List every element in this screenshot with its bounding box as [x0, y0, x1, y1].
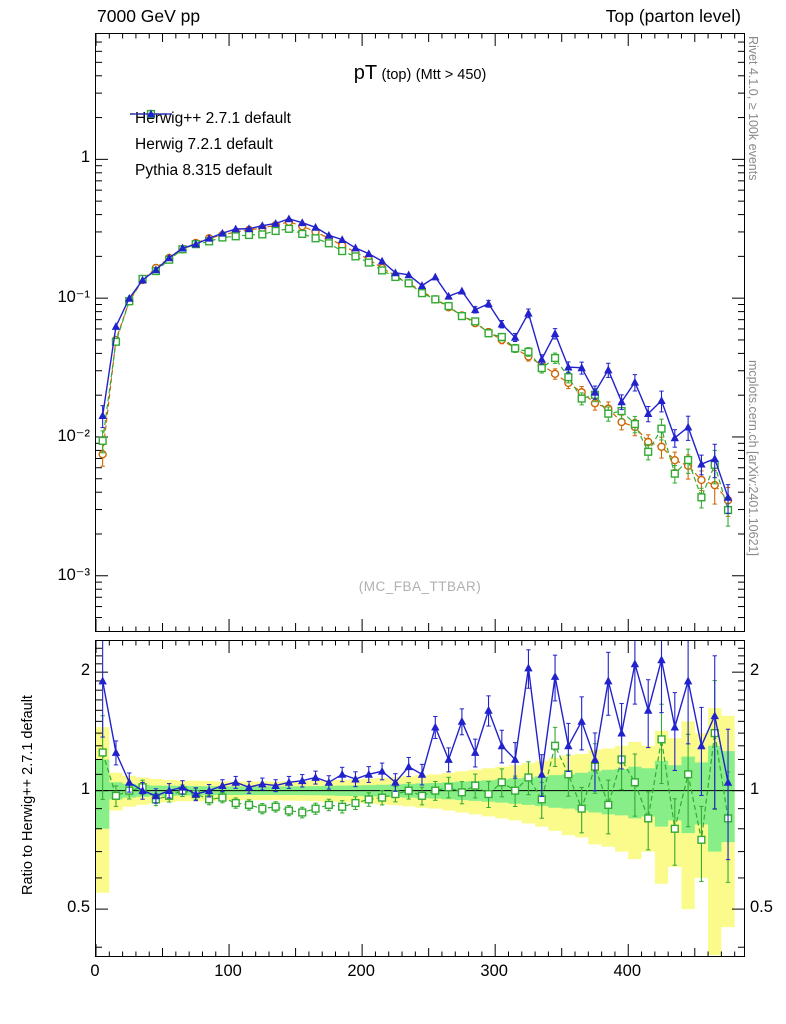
legend-label: Pythia 8.315 default: [135, 162, 273, 179]
legend-label: Herwig 7.2.1 default: [135, 136, 273, 153]
uncertainty-band-outer: [96, 708, 735, 956]
ratio-plot-canvas: [96, 641, 744, 956]
ratio-y-tick-label-left: 1: [80, 779, 90, 798]
ratio-y-tick-label-right: 0.5: [750, 898, 773, 917]
process-label: Top (parton level): [605, 6, 741, 26]
main-plot-panel: pT (top) (Mtt > 450) Herwig++ 2.7.1 defa…: [95, 33, 745, 632]
plot-title: pT (top) (Mtt > 450): [96, 62, 744, 85]
legend-item-3: Pythia 8.315 default: [128, 109, 291, 184]
ratio-y-tick-label-left: 0.5: [67, 898, 90, 917]
legend-marker-icon: [130, 109, 172, 118]
ratio-y-tick-label-left: 2: [80, 661, 90, 680]
main-y-tick-label: 1: [80, 148, 90, 167]
main-y-tick-label: 10⁻¹: [57, 288, 90, 307]
analysis-watermark: (MC_FBA_TTBAR): [358, 579, 482, 594]
mcplots-arxiv-note: mcplots.cern.ch [arXiv:2401.10621]: [746, 360, 760, 556]
x-tick-label: 400: [613, 962, 641, 980]
pythia-curve: [98, 214, 733, 514]
main-y-tick-label: 10⁻³: [57, 565, 90, 584]
ratio-y-axis-title: Ratio to Herwig++ 2.7.1 default: [20, 695, 36, 895]
herwigpp-curve: [98, 217, 733, 517]
main-plot-canvas: [96, 34, 744, 631]
uncertainty-band-inner: [96, 745, 735, 852]
x-tick-label: 300: [480, 962, 508, 980]
x-tick-label: 0: [90, 962, 100, 980]
observable-label: pT: [353, 62, 378, 84]
main-y-tick-label: 10⁻²: [57, 426, 90, 445]
ratio-y-tick-label-right: 2: [750, 661, 760, 680]
x-tick-label: 200: [347, 962, 375, 980]
pythia-ratio-curve: [98, 641, 733, 861]
herwig7-curve: [98, 224, 733, 527]
ratio-y-tick-label-right: 1: [750, 779, 760, 798]
x-tick-label: 100: [214, 962, 242, 980]
observable-paren: (top): [381, 67, 412, 83]
ratio-plot-panel: [95, 640, 745, 957]
beam-energy-label: 7000 GeV pp: [97, 6, 201, 26]
legend: Herwig++ 2.7.1 default Herwig 7.2.1 defau…: [128, 106, 291, 184]
legend-label: Herwig++ 2.7.1 default: [135, 110, 291, 127]
legend-item-2: Herwig 7.2.1 default: [128, 109, 291, 158]
cut-label: (Mtt > 450): [415, 67, 487, 83]
rivet-version-note: Rivet 4.1.0, ≥ 100k events: [746, 36, 760, 181]
